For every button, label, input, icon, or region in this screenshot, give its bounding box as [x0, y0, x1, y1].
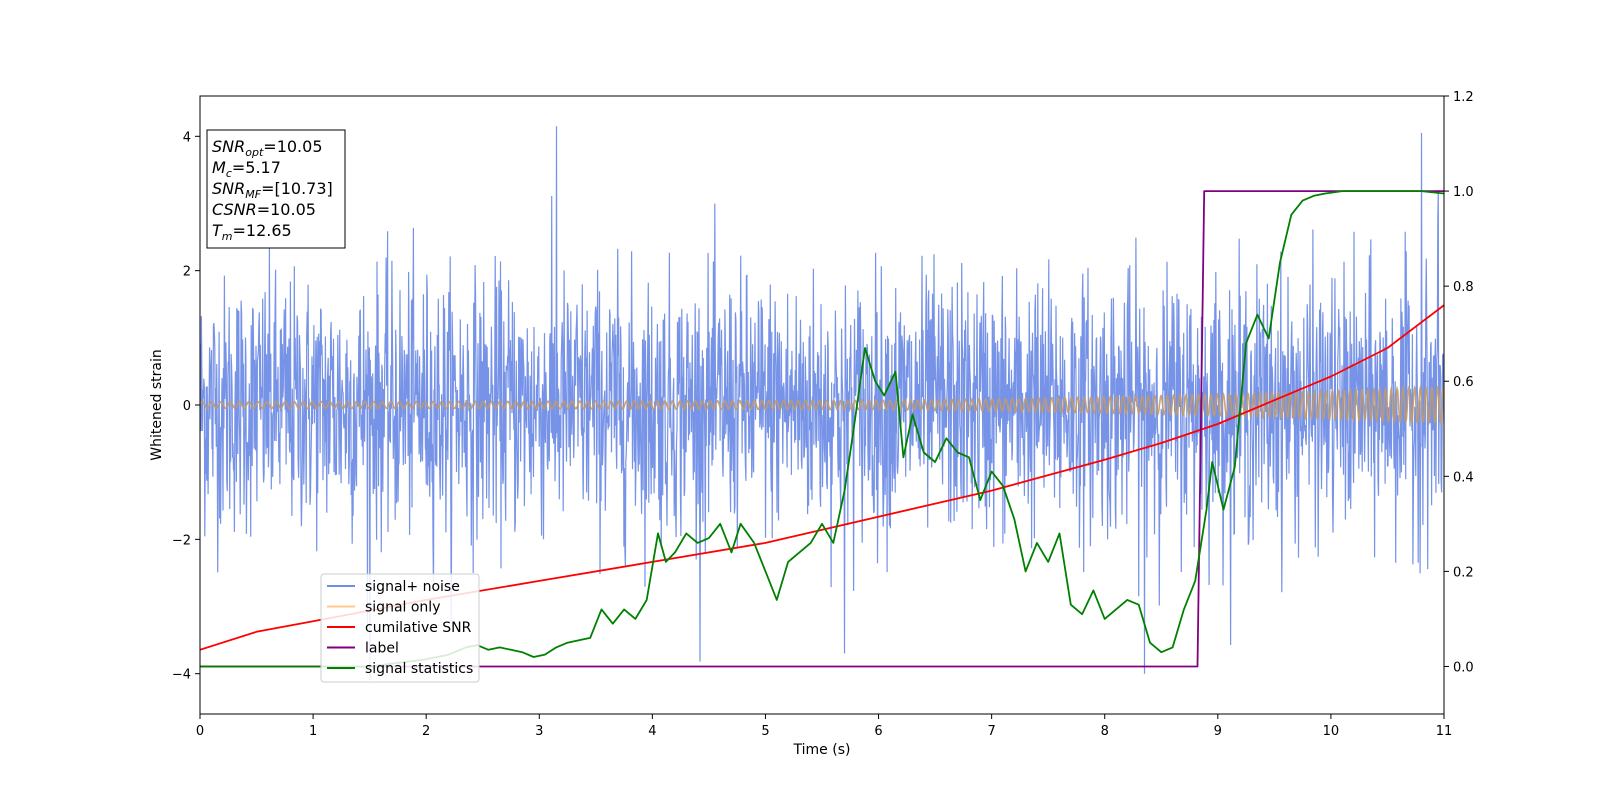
- legend-label: cumilative SNR: [365, 620, 472, 636]
- x-tick-label: 2: [422, 724, 430, 739]
- series-label: [200, 190, 1444, 668]
- series-signal-statistics: [200, 190, 1444, 668]
- x-tick-label: 5: [761, 724, 769, 739]
- y-tick-label: −4: [172, 668, 191, 683]
- x-tick-label: 4: [648, 724, 656, 739]
- y2-tick-label: 0.0: [1453, 660, 1474, 675]
- axis-ticks: 0 1 2 3 4 5 6 7 8 9 10 11 4 2 0 −2 −4 1.2 1.0 0.8 0.6 0.4 0.2 0…: [172, 90, 1474, 739]
- x-tick-label: 0: [196, 724, 204, 739]
- y2-tick-label: 0.8: [1453, 280, 1474, 295]
- legend-frame: [320, 573, 480, 683]
- annotation-line: SNRopt=10.05: [212, 137, 323, 159]
- x-tick-label: 8: [1101, 724, 1109, 739]
- y-tick-label: 4: [183, 130, 191, 145]
- annotation-line: Mc=5.17: [212, 158, 281, 180]
- y-tick-label: 0: [183, 399, 191, 414]
- y2-tick-label: 0.4: [1453, 470, 1474, 485]
- annotation-box: SNRopt=10.05Mc=5.17SNRMF=[10.73]CSNR=10.…: [206, 129, 346, 249]
- x-tick-label: 10: [1323, 724, 1340, 739]
- y-tick-label: 2: [183, 265, 191, 280]
- legend-label: signal+ noise: [365, 579, 460, 595]
- series-signal-noise: [200, 126, 1444, 681]
- annotation-frame: [206, 129, 346, 249]
- x-tick-label: 9: [1214, 724, 1222, 739]
- x-tick-label: 6: [874, 724, 882, 739]
- x-axis-label: Time (s): [793, 742, 851, 758]
- series-signal-only: [200, 384, 1444, 426]
- x-tick-label: 3: [535, 724, 543, 739]
- legend-label: label: [365, 641, 399, 657]
- y2-tick-label: 1.0: [1453, 185, 1474, 200]
- y-tick-label: −2: [172, 533, 191, 548]
- legend: signal+ noise signal only cumilative SNR la…: [320, 573, 480, 683]
- x-tick-label: 11: [1436, 724, 1453, 739]
- annotation-line: SNRMF=[10.73]: [212, 179, 333, 201]
- legend-label: signal statistics: [365, 661, 473, 677]
- x-tick-label: 1: [309, 724, 317, 739]
- y2-tick-label: 1.2: [1453, 90, 1474, 105]
- legend-label: signal only: [365, 600, 440, 616]
- annotation-line: CSNR=10.05: [212, 200, 316, 219]
- y2-tick-label: 0.6: [1453, 375, 1474, 390]
- y-axis-label: Whitened strain: [149, 349, 165, 460]
- annotation-line: Tm=12.65: [212, 221, 292, 243]
- y2-tick-label: 0.2: [1453, 565, 1474, 580]
- x-tick-label: 7: [987, 724, 995, 739]
